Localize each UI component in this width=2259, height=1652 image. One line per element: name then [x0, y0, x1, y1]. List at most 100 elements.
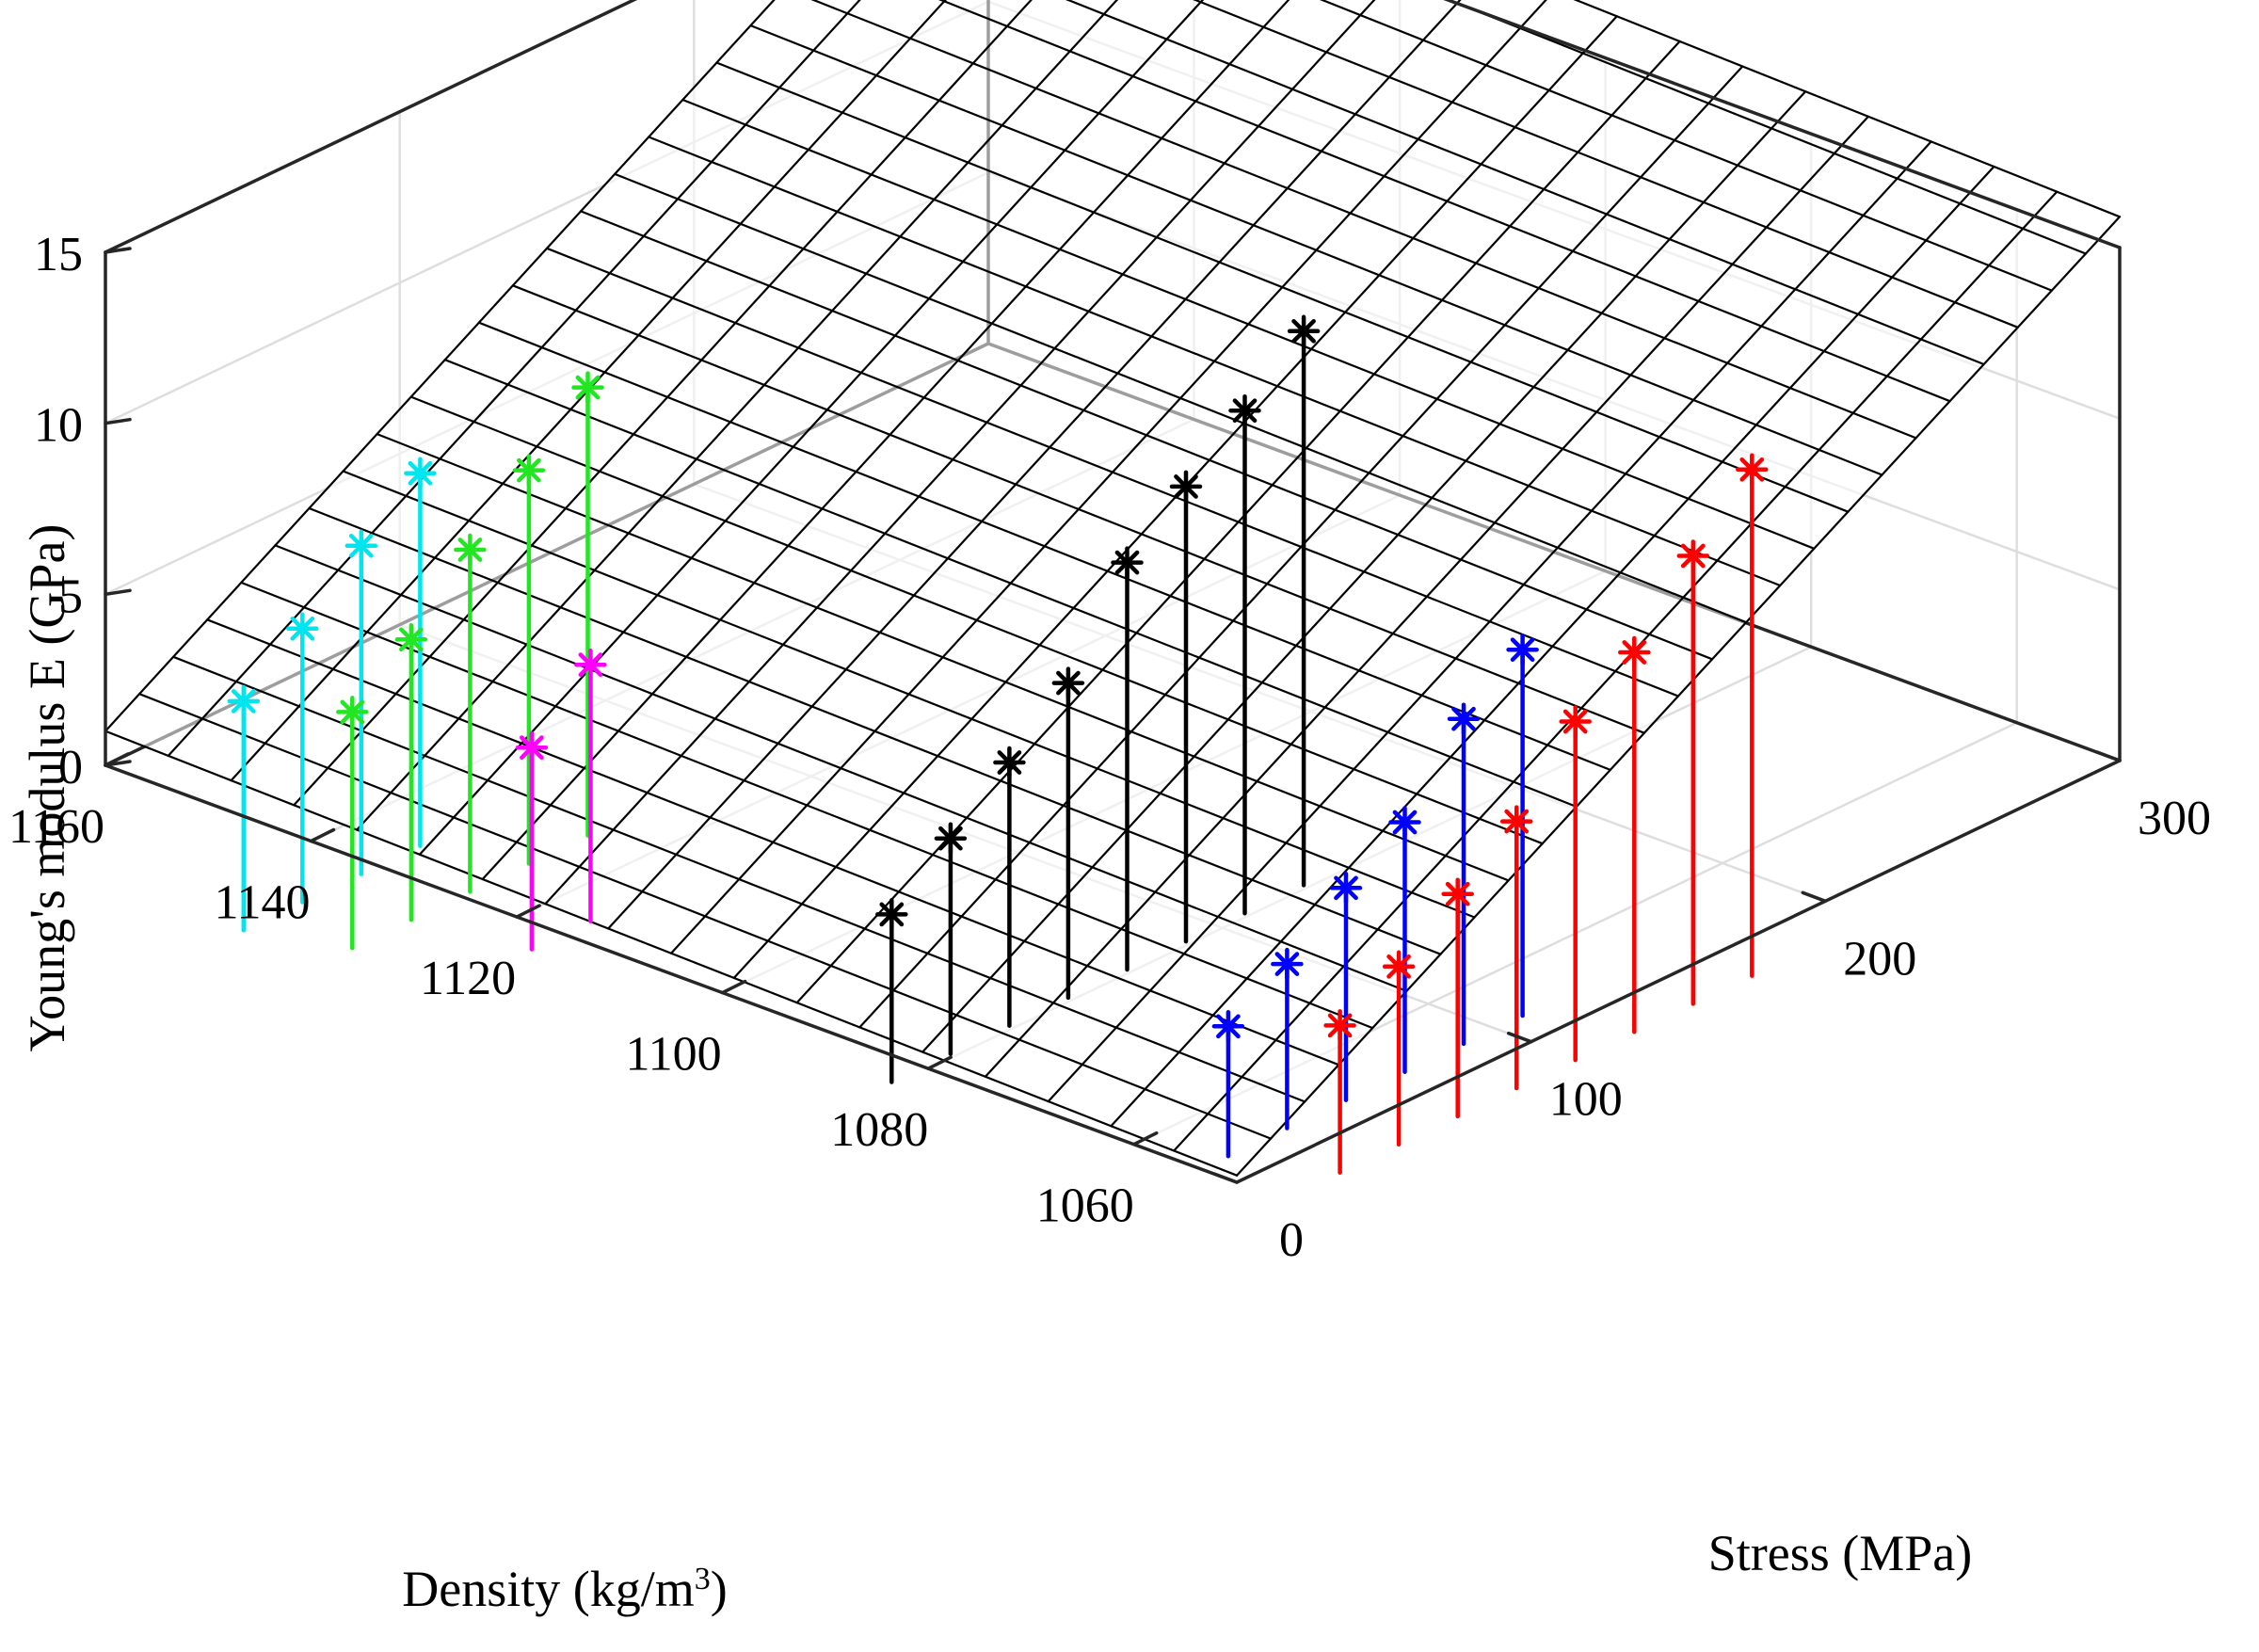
z-axis-title: Young's modulus E (GPa) — [19, 524, 75, 1052]
tick-stress — [1801, 890, 1828, 904]
marker-red — [1559, 705, 1592, 738]
marker-black — [1051, 666, 1085, 699]
surface-mesh-line-density — [356, 0, 1119, 831]
marker-stroke — [1334, 875, 1358, 901]
marker-black — [1228, 393, 1261, 427]
marker-stroke — [575, 375, 601, 400]
marker-stroke — [1327, 1013, 1353, 1038]
marker-stroke — [1451, 706, 1476, 731]
tick-label-density: 1120 — [420, 952, 516, 1005]
tick-label-density: 1060 — [1036, 1179, 1134, 1233]
surface-mesh-line-density — [1047, 140, 1932, 1103]
surface-mesh-line-density — [1110, 165, 1995, 1128]
marker-stroke — [408, 460, 433, 486]
marker-stroke — [340, 699, 365, 725]
marker-stroke — [1232, 398, 1258, 424]
x-axis-title: Stress (MPa) — [1708, 1525, 1973, 1581]
tick-e — [104, 247, 132, 254]
marker-red — [1323, 1009, 1356, 1042]
marker-green — [454, 533, 487, 567]
tick-density — [720, 979, 747, 995]
marker-stroke — [578, 652, 603, 678]
box-edge-stress-axis — [1235, 759, 2122, 1184]
marker-stroke — [1392, 810, 1418, 835]
marker-black — [993, 746, 1026, 779]
tick-stress — [1212, 1172, 1239, 1184]
marker-cyan — [404, 457, 437, 489]
tick-density — [1131, 1131, 1159, 1147]
axis-box-front-edges — [104, 0, 2122, 1184]
marker-red — [1499, 805, 1533, 838]
marker-stroke — [1056, 670, 1081, 696]
surface-mesh-line-density — [1235, 216, 2122, 1177]
fitted-surface-mesh — [104, 0, 2122, 1177]
tick-label-stress: 100 — [1549, 1073, 1623, 1127]
y-axis-title-close: ) — [711, 1561, 728, 1617]
tick-density — [515, 904, 541, 919]
marker-blue — [1388, 806, 1421, 839]
marker-stroke — [879, 902, 905, 927]
marker-blue — [1447, 702, 1481, 735]
marker-stroke — [231, 689, 256, 714]
axis-ticks — [104, 247, 2122, 1184]
marker-magenta — [574, 648, 607, 682]
tick-label-density: 1100 — [626, 1028, 722, 1082]
marker-stroke — [1386, 954, 1411, 979]
marker-cyan — [286, 612, 319, 646]
marker-green — [512, 454, 546, 487]
surface-mesh-line-density — [858, 65, 1744, 1029]
surface-mesh-line-density — [167, 0, 861, 758]
tick-label-e: 10 — [34, 399, 83, 453]
marker-blue — [1329, 872, 1363, 905]
marker-stroke — [1114, 550, 1140, 575]
marker-cyan — [344, 529, 378, 563]
tick-e — [104, 588, 132, 597]
marker-stroke — [1445, 881, 1470, 906]
surface-mesh-line-density — [984, 115, 1870, 1078]
marker-red — [1441, 877, 1474, 910]
surface-mesh-line-density — [669, 0, 1547, 954]
tick-label-e: 5 — [58, 569, 83, 623]
marker-stroke — [290, 616, 315, 641]
tick-labels: 0 100 200 300 1060 1080 1100 1120 1140 1160 0 5 10 15 — [8, 228, 2211, 1267]
marker-black — [1287, 314, 1321, 348]
marker-stroke — [1504, 809, 1530, 834]
marker-green — [394, 623, 428, 656]
marker-blue — [1211, 1010, 1245, 1043]
surface-mesh-line-density — [607, 0, 1462, 930]
marker-green — [336, 696, 369, 729]
marker-stroke — [398, 627, 424, 652]
data-markers — [227, 314, 1769, 1043]
surface-mesh-line-density — [1173, 190, 2059, 1152]
y-axis-title: Density (kg/m3) — [402, 1561, 727, 1617]
marker-black — [875, 898, 908, 931]
marker-stroke — [520, 735, 544, 761]
marker-stroke — [348, 533, 374, 558]
tick-label-density: 1160 — [8, 800, 104, 854]
marker-stroke — [1510, 637, 1535, 663]
marker-cyan — [227, 684, 261, 718]
marker-stroke — [1174, 474, 1198, 499]
marker-stroke — [1291, 318, 1316, 344]
tick-stress — [1506, 1031, 1533, 1044]
marker-stroke — [1274, 952, 1300, 976]
marker-magenta — [515, 730, 549, 764]
marker-stroke — [1216, 1014, 1241, 1039]
y-axis-title-superscript: 3 — [695, 1562, 711, 1596]
tick-label-density: 1080 — [830, 1103, 928, 1157]
marker-blue — [1271, 947, 1304, 981]
marker-red — [1382, 950, 1416, 984]
marker-green — [571, 371, 604, 404]
marker-stroke — [1562, 709, 1588, 734]
marker-stroke — [1680, 543, 1706, 569]
marker-red — [1736, 453, 1769, 487]
marker-stroke — [517, 457, 541, 483]
tick-label-stress: 300 — [2138, 792, 2211, 845]
marker-stroke — [1739, 457, 1765, 482]
marker-red — [1676, 539, 1710, 572]
box-edge-top-density-max — [104, 0, 638, 254]
surface-fill — [105, 0, 2120, 1176]
tick-label-density: 1140 — [214, 876, 310, 930]
tick-label-e: 0 — [58, 741, 83, 794]
surface-mesh-line-density — [418, 0, 1205, 856]
